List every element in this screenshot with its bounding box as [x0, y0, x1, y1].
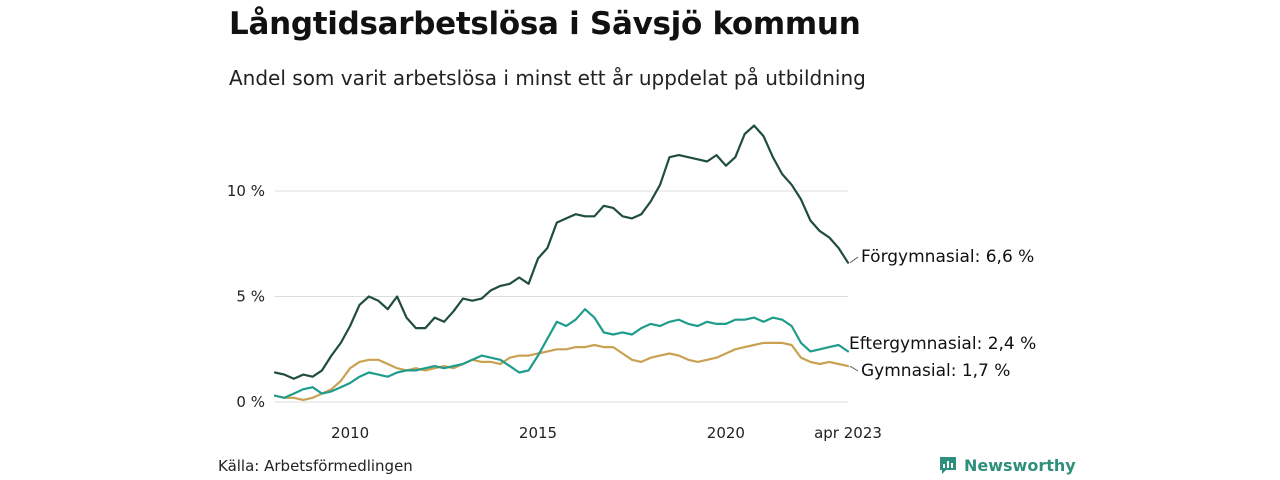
brand-name: Newsworthy [964, 455, 1076, 475]
chart-title: Långtidsarbetslösa i Sävsjö kommun [229, 6, 861, 42]
series-end-label: Eftergymnasial: 2,4 % [849, 334, 1036, 354]
series-line-gymnasial [273, 341, 850, 401]
newsworthy-logo: Newsworthy [938, 455, 1076, 475]
source-note: Källa: Arbetsförmedlingen [218, 457, 413, 475]
x-tick-label: 2010 [331, 424, 369, 442]
x-tick-label: 2020 [707, 424, 745, 442]
label-leader [849, 256, 859, 264]
y-tick-label: 5 % [236, 288, 265, 306]
label-leader [849, 365, 859, 372]
series-end-label: Förgymnasial: 6,6 % [861, 247, 1034, 267]
series-line-eftergymnasial [273, 308, 850, 399]
series-line-förgymnasial [273, 124, 850, 380]
y-tick-label: 10 % [227, 182, 265, 200]
series-end-label: Gymnasial: 1,7 % [861, 361, 1010, 381]
x-tick-label: apr 2023 [814, 424, 882, 442]
x-tick-label: 2015 [519, 424, 557, 442]
chart-subtitle: Andel som varit arbetslösa i minst ett å… [229, 66, 866, 90]
y-tick-label: 0 % [236, 393, 265, 411]
newsworthy-icon [940, 457, 956, 474]
